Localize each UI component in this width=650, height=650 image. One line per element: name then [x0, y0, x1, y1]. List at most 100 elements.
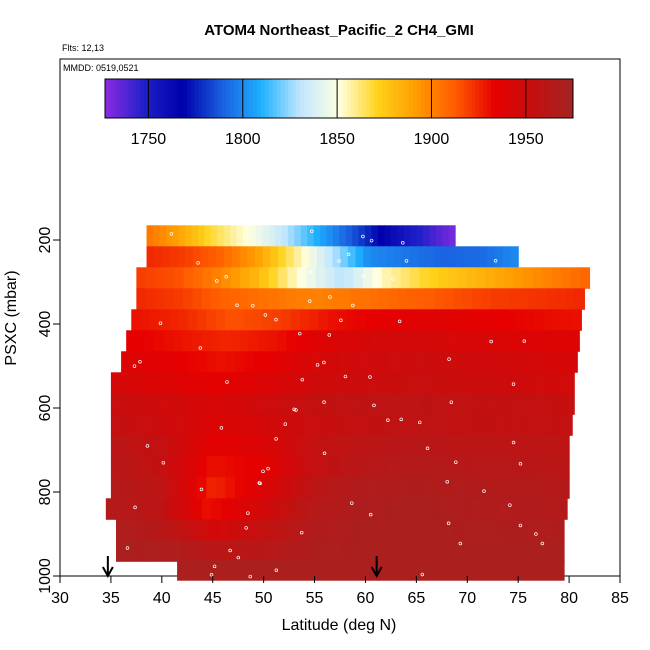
colorbar-segment [541, 79, 547, 118]
sample-point [322, 451, 327, 456]
heatmap-cell [511, 456, 522, 478]
heatmap-cell [301, 435, 312, 457]
heatmap-cell [473, 435, 484, 457]
heatmap-cell [301, 351, 312, 373]
heatmap-cell [397, 288, 408, 310]
heatmap-cell [249, 559, 259, 581]
heatmap-row [131, 309, 582, 331]
heatmap-cell [461, 519, 472, 541]
heatmap-cell [185, 559, 194, 581]
heatmap-cell [387, 435, 398, 457]
heatmap-cell [451, 559, 460, 581]
colorbar-segment [144, 79, 149, 118]
heatmap-cell [206, 435, 217, 457]
heatmap-cell [457, 267, 468, 289]
heatmap-cell [379, 414, 391, 436]
heatmap-cell [359, 456, 370, 478]
colorbar-segment [409, 79, 414, 118]
heatmap-cell [359, 477, 370, 499]
heatmap-cell [220, 330, 231, 352]
heatmap-cell [139, 393, 151, 415]
heatmap-cell [483, 435, 494, 457]
heatmap-cell [283, 414, 295, 436]
heatmap-cell [135, 330, 146, 352]
heatmap-cell [174, 267, 185, 289]
heatmap-cell [273, 351, 284, 373]
heatmap-cell [277, 330, 288, 352]
heatmap-cell [282, 477, 293, 499]
heatmap-cell [340, 540, 350, 562]
sample-point [315, 363, 320, 367]
heatmap-cell [444, 351, 455, 373]
colorbar-segment [420, 79, 426, 118]
heatmap-cell [435, 225, 443, 247]
colorbar-segment [183, 79, 188, 118]
heatmap-cell [408, 414, 419, 436]
heatmap-cell [277, 267, 288, 289]
sample-point [534, 532, 538, 536]
sample-point [351, 303, 355, 308]
heatmap-cell [172, 225, 180, 247]
heatmap-cell [207, 414, 218, 436]
heatmap-cell [443, 559, 452, 581]
heatmap-cell [511, 477, 522, 499]
heatmap-cell [402, 559, 412, 581]
heatmap-row [136, 288, 585, 310]
heatmap-cell [258, 330, 269, 352]
colorbar-segment [155, 79, 161, 118]
heatmap-cell [400, 267, 411, 289]
colorbar-segment [424, 79, 430, 118]
colorbar-segment [268, 79, 274, 118]
heatmap-cell [349, 351, 360, 373]
heatmap-cell [530, 435, 542, 457]
sample-point [132, 364, 137, 368]
heatmap-cell [187, 435, 198, 457]
heatmap-cell [340, 435, 351, 457]
heatmap-cell [439, 372, 450, 394]
heatmap-cell [458, 393, 469, 415]
heatmap-cell [429, 372, 440, 394]
heatmap-cell [294, 372, 305, 394]
heatmap-cell [159, 309, 170, 331]
colorbar-segment [237, 79, 242, 118]
heatmap-cell [377, 351, 388, 373]
heatmap-cell [332, 393, 344, 415]
sample-point [511, 382, 516, 386]
heatmap-cell [347, 246, 357, 268]
heatmap-cell [228, 540, 238, 562]
sample-point [292, 407, 296, 412]
heatmap-cell [410, 393, 421, 415]
heatmap-cell [162, 540, 173, 562]
colorbar-segment [350, 79, 356, 118]
heatmap-cell [149, 435, 160, 457]
heatmap-cell [435, 456, 446, 478]
heatmap-cell [240, 498, 251, 520]
colorbar-segment [229, 79, 235, 118]
heatmap-cell [125, 540, 136, 562]
colorbar-segment [557, 79, 562, 118]
colorbar-segment [444, 79, 449, 118]
colorbar-segment [397, 79, 402, 118]
x-tick-label: 40 [153, 590, 171, 607]
heatmap-cell [418, 414, 429, 436]
heatmap-cell [215, 456, 227, 478]
heatmap-cell [313, 288, 324, 310]
colorbar-segment [522, 79, 527, 118]
heatmap-cell [410, 267, 421, 289]
colorbar-segment [502, 79, 508, 118]
sample-point [482, 489, 486, 493]
heatmap-cell [273, 559, 283, 581]
heatmap-cell [454, 456, 465, 478]
heatmap-cell [158, 414, 170, 436]
colorbar-segment [463, 79, 469, 118]
heatmap-cell [560, 330, 571, 352]
heatmap-cell [341, 288, 352, 310]
heatmap-cell [209, 559, 218, 581]
heatmap-cell [268, 267, 279, 289]
heatmap-cell [192, 330, 203, 352]
heatmap-cell [409, 246, 419, 268]
heatmap-cell [545, 372, 556, 394]
heatmap-cell [249, 225, 257, 247]
heatmap-cell [209, 540, 220, 562]
heatmap-cell [225, 351, 236, 373]
